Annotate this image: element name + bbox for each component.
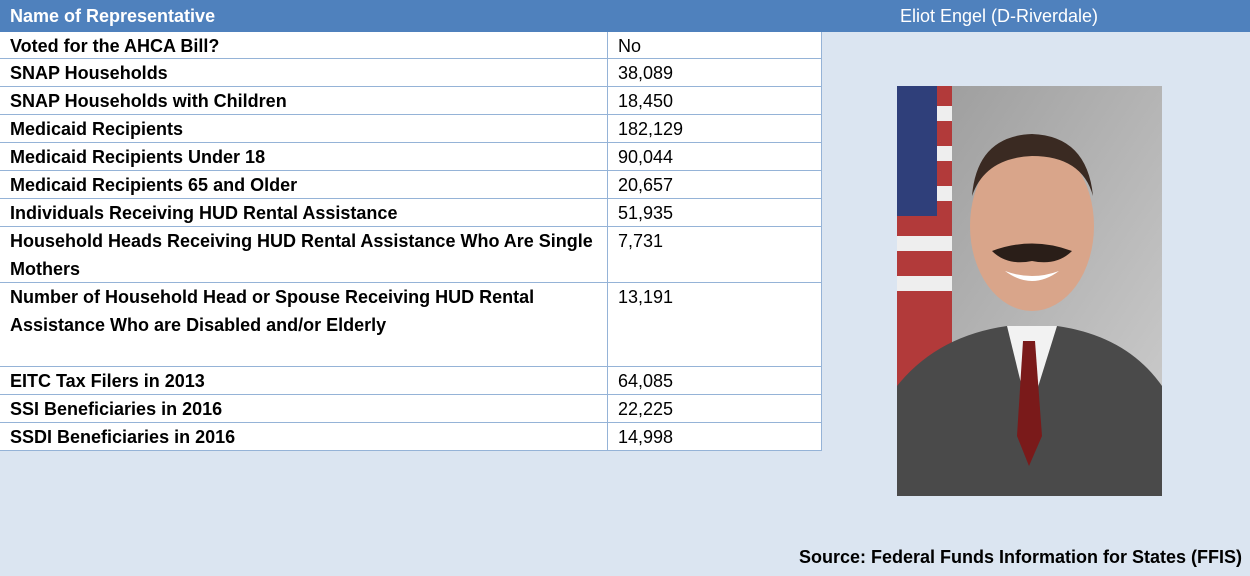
row-label: SSI Beneficiaries in 2016 <box>0 395 608 423</box>
row-value: No <box>608 32 822 59</box>
source-note: Source: Federal Funds Information for St… <box>0 451 1250 576</box>
row-value: 90,044 <box>608 143 822 171</box>
row-label: Number of Household Head or Spouse Recei… <box>0 283 608 367</box>
row-value: 51,935 <box>608 199 822 227</box>
row-label: SSDI Beneficiaries in 2016 <box>0 423 608 451</box>
row-value: 20,657 <box>608 171 822 199</box>
header-name: Eliot Engel (D-Riverdale) <box>608 0 1250 32</box>
row-label: EITC Tax Filers in 2013 <box>0 367 608 395</box>
row-label: Household Heads Receiving HUD Rental Ass… <box>0 227 608 283</box>
row-value: 38,089 <box>608 59 822 87</box>
row-value: 182,129 <box>608 115 822 143</box>
row-label: SNAP Households with Children <box>0 87 608 115</box>
row-value: 22,225 <box>608 395 822 423</box>
header-label: Name of Representative <box>0 0 608 32</box>
row-value: 13,191 <box>608 283 822 367</box>
row-value: 7,731 <box>608 227 822 283</box>
row-value: 18,450 <box>608 87 822 115</box>
page: Name of Representative Eliot Engel (D-Ri… <box>0 0 1250 576</box>
row-label: Individuals Receiving HUD Rental Assista… <box>0 199 608 227</box>
row-value: 14,998 <box>608 423 822 451</box>
row-label: Medicaid Recipients 65 and Older <box>0 171 608 199</box>
portrait-photo <box>897 86 1162 496</box>
row-value: 64,085 <box>608 367 822 395</box>
row-label: SNAP Households <box>0 59 608 87</box>
row-label: Medicaid Recipients <box>0 115 608 143</box>
row-label: Voted for the AHCA Bill? <box>0 32 608 59</box>
row-label: Medicaid Recipients Under 18 <box>0 143 608 171</box>
